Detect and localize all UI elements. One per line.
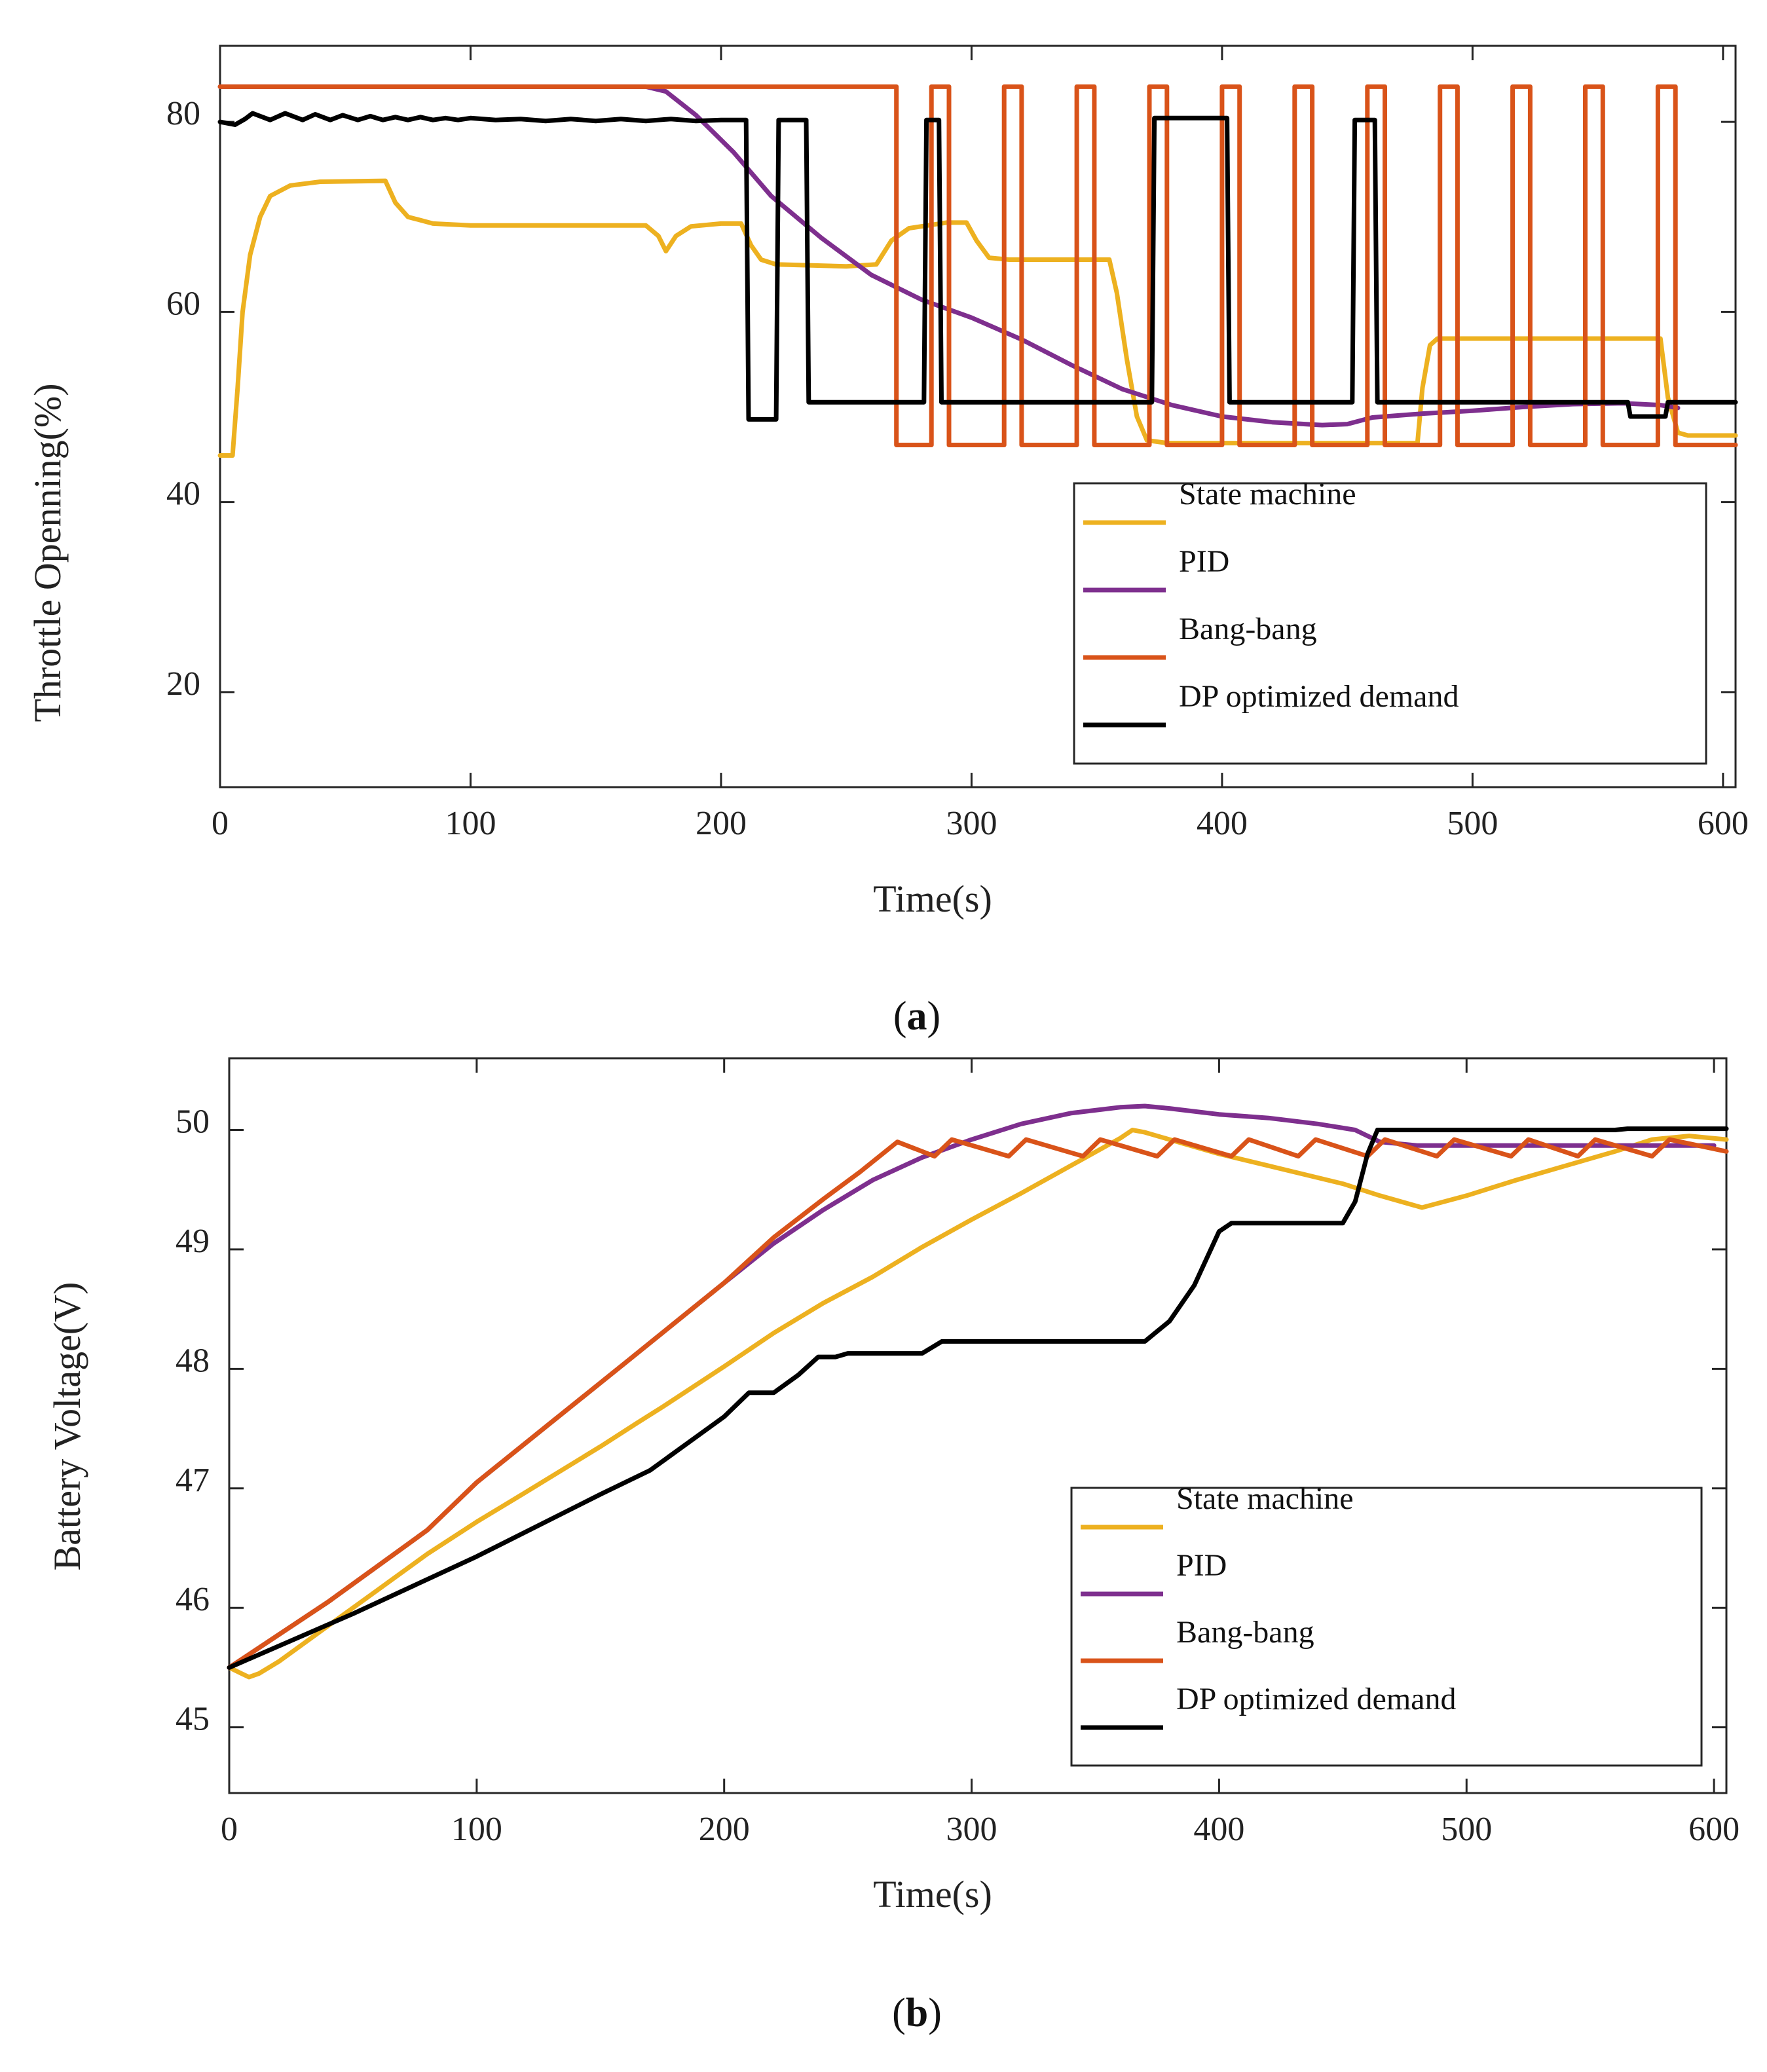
- caption-b: (b): [892, 1991, 942, 2035]
- y-axis-label-b: Battery Voltage(V): [46, 1282, 88, 1571]
- legend-label: PID: [1179, 544, 1229, 579]
- x-tick-label: 0: [221, 1811, 238, 1848]
- series-line-dp-optimized-demand: [227, 1126, 1729, 1670]
- x-tick-label: 300: [946, 1811, 997, 1848]
- legend-label: State machine: [1176, 1481, 1354, 1516]
- x-tick-label: 200: [699, 1811, 750, 1848]
- x-axis-label-b: Time(s): [873, 1873, 992, 1915]
- legend-label: Bang-bang: [1179, 612, 1317, 646]
- series-group-a: [217, 84, 1738, 458]
- panel-a: 0 100 200 300 400 500 600 20 40 60 80 Time(s) Thro…: [26, 45, 1749, 1039]
- y-tick-label: 20: [166, 665, 200, 703]
- x-tick-label: 100: [445, 805, 496, 842]
- series-line-bang-bang: [217, 84, 1738, 447]
- series-line-state-machine: [227, 1128, 1729, 1680]
- x-tick-label: 300: [946, 805, 997, 842]
- y-tick-label: 40: [166, 475, 200, 513]
- legend-label: DP optimized demand: [1176, 1682, 1456, 1716]
- x-tick-label: 500: [1447, 805, 1498, 842]
- legend-label: State machine: [1179, 477, 1356, 511]
- axes-ticks-b: 0 100 200 300 400 500 600 45 46 47 48 49 50: [176, 1058, 1739, 1848]
- y-tick-label: 45: [176, 1701, 210, 1738]
- legend-box: [1073, 482, 1707, 765]
- series-group-b: [227, 1103, 1729, 1680]
- x-tick-label: 200: [696, 805, 747, 842]
- legend-b: State machine PID Bang-bang DP optimized de…: [1070, 1481, 1703, 1767]
- x-tick-label: 600: [1698, 805, 1749, 842]
- y-tick-label: 47: [176, 1462, 210, 1499]
- series-line-dp-optimized-demand: [217, 111, 1738, 422]
- x-tick-label: 500: [1441, 1811, 1492, 1848]
- x-tick-label: 0: [212, 805, 229, 842]
- x-tick-label: 400: [1197, 805, 1248, 842]
- legend-a: State machine PID Bang-bang DP optimized de…: [1073, 477, 1707, 765]
- legend-label: PID: [1176, 1548, 1227, 1583]
- x-tick-label: 600: [1688, 1811, 1739, 1848]
- series-line-bang-bang: [227, 1137, 1729, 1670]
- series-line-state-machine: [217, 178, 1738, 458]
- y-tick-label: 46: [176, 1581, 210, 1618]
- x-tick-label: 400: [1193, 1811, 1244, 1848]
- y-tick-label: 60: [166, 285, 200, 322]
- y-tick-label: 48: [176, 1342, 210, 1379]
- y-tick-label: 50: [176, 1103, 210, 1140]
- legend-label: Bang-bang: [1176, 1615, 1314, 1650]
- y-tick-label: 49: [176, 1223, 210, 1260]
- y-tick-label: 80: [166, 95, 200, 132]
- y-axis-label-a: Throttle Openning(%): [26, 383, 69, 722]
- legend-label: DP optimized demand: [1179, 679, 1459, 714]
- axes-ticks-a: 0 100 200 300 400 500 600 20 40 60 80: [166, 46, 1749, 842]
- x-tick-label: 100: [451, 1811, 502, 1848]
- legend-box: [1070, 1487, 1703, 1767]
- x-axis-label-a: Time(s): [873, 878, 992, 920]
- caption-a: (a): [893, 994, 940, 1039]
